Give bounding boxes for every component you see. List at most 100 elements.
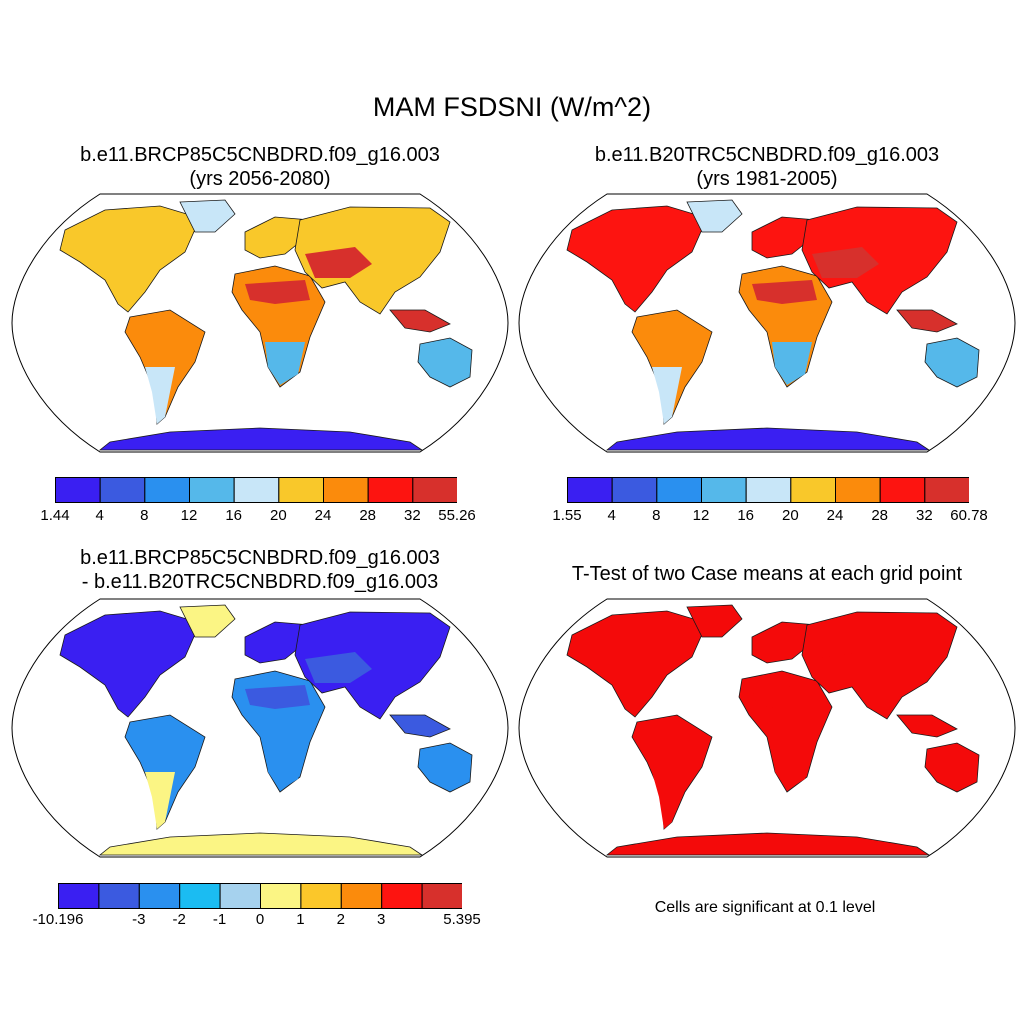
colorbar-swatch-2 bbox=[98, 883, 140, 909]
southern-africa-region bbox=[265, 342, 305, 385]
landmass-antarctica bbox=[98, 427, 424, 451]
map-panel-4 bbox=[518, 598, 1016, 858]
panel-3-title: b.e11.BRCP85C5CNBDRD.f09_g16.003 - b.e11… bbox=[20, 546, 500, 594]
landmass-australia bbox=[417, 742, 473, 793]
colorbar-tick-label: -1 bbox=[212, 911, 227, 928]
colorbar-tick-label: -2 bbox=[172, 911, 186, 928]
colorbar-swatch-7 bbox=[300, 883, 342, 909]
panel-1-title: b.e11.BRCP85C5CNBDRD.f09_g16.003 (yrs 20… bbox=[20, 143, 500, 191]
colorbar-swatch-1 bbox=[58, 883, 100, 909]
landmass-greenland bbox=[179, 604, 236, 638]
colorbar-tick-label: 2 bbox=[336, 911, 345, 928]
landmass-europe bbox=[751, 621, 818, 664]
high-value-region-1 bbox=[752, 685, 817, 709]
colorbar-swatch-5 bbox=[219, 883, 262, 909]
high-value-region-2 bbox=[305, 247, 372, 278]
colorbar-swatch-9 bbox=[412, 477, 457, 503]
landmass-europe bbox=[244, 621, 311, 664]
colorbar-swatch-9 bbox=[924, 477, 969, 503]
panel-2-title-line2: (yrs 1981-2005) bbox=[696, 168, 838, 190]
colorbar-tick-label: 28 bbox=[359, 507, 376, 524]
high-value-region-2 bbox=[305, 652, 372, 683]
colorbar-tick-label: 5.395 bbox=[443, 911, 481, 928]
colorbar-tick-label: 16 bbox=[737, 507, 754, 524]
colorbar-tick-label: -3 bbox=[132, 911, 146, 928]
colorbar-tick-label: 4 bbox=[95, 507, 104, 524]
colorbar-swatch-8 bbox=[340, 883, 383, 909]
map-panel-1 bbox=[11, 193, 509, 453]
colorbar-tick-label: 20 bbox=[269, 507, 287, 524]
colorbar-tick-label: 28 bbox=[871, 507, 888, 524]
colorbar-swatch-5 bbox=[745, 477, 792, 503]
panel-1-title-line1: b.e11.BRCP85C5CNBDRD.f09_g16.003 bbox=[80, 144, 440, 166]
high-value-region-2 bbox=[812, 652, 879, 683]
colorbar-tick-label: 60.78 bbox=[950, 507, 988, 524]
colorbar-tick-label: 55.26 bbox=[438, 507, 476, 524]
landmass-antarctica bbox=[605, 832, 931, 856]
colorbar-swatch-3 bbox=[144, 477, 191, 503]
colorbar-tick-label: 1.44 bbox=[40, 507, 70, 524]
colorbar-swatch-3 bbox=[656, 477, 703, 503]
map-outline bbox=[11, 193, 509, 453]
colorbar-swatch-1 bbox=[55, 477, 101, 503]
colorbar-swatch-5 bbox=[233, 477, 280, 503]
landmass-namerica bbox=[566, 205, 708, 313]
landmass-antarctica bbox=[605, 427, 931, 451]
landmass-asia bbox=[801, 611, 958, 720]
panel-2-title-line1: b.e11.B20TRC5CNBDRD.f09_g16.003 bbox=[594, 144, 940, 166]
southern-south-america-region bbox=[145, 772, 175, 829]
colorbar-tick-label: 24 bbox=[826, 507, 844, 524]
colorbar-labels-panel-2: 1.55 4 8 12 16 20 24 28 32 60.78 bbox=[552, 507, 987, 527]
colorbar-tick-label: 12 bbox=[180, 507, 198, 524]
colorbar-tick-label: 8 bbox=[140, 507, 149, 524]
southern-africa-region bbox=[772, 342, 812, 385]
colorbar-swatch-4 bbox=[179, 883, 221, 909]
map-outline bbox=[518, 193, 1016, 453]
landmass-europe bbox=[751, 216, 818, 259]
colorbar-tick-label: 3 bbox=[377, 911, 386, 928]
colorbar-swatch-9 bbox=[381, 883, 423, 909]
colorbar-swatch-3 bbox=[138, 883, 181, 909]
landmass-greenland bbox=[686, 604, 743, 638]
colorbar-tick-label: 1.55 bbox=[552, 507, 582, 524]
colorbar-swatch-10 bbox=[421, 883, 462, 909]
colorbar-swatch-2 bbox=[99, 477, 146, 503]
colorbar-labels-panel-1: 1.44 4 8 12 16 20 24 28 32 55.26 bbox=[40, 507, 475, 527]
southern-south-america-region bbox=[145, 367, 175, 424]
colorbar-panel-1 bbox=[55, 477, 457, 503]
colorbar-swatch-6 bbox=[260, 883, 302, 909]
high-value-region-1 bbox=[245, 280, 310, 304]
high-value-region-1 bbox=[245, 685, 310, 709]
southern-africa-region bbox=[265, 747, 305, 790]
colorbar-labels-panel-3: -10.196 -3 -2 -1 0 1 2 3 5.395 bbox=[33, 911, 481, 931]
landmass-antarctica bbox=[98, 832, 424, 856]
landmass-asia bbox=[294, 611, 451, 720]
landmass-indonesia bbox=[389, 714, 451, 738]
landmass-indonesia bbox=[389, 309, 451, 333]
landmass-namerica bbox=[566, 610, 708, 718]
colorbar-swatch-6 bbox=[278, 477, 324, 503]
landmass-australia bbox=[924, 337, 980, 388]
figure-title: MAM FSDSNI (W/m^2) bbox=[372, 92, 652, 122]
colorbar-swatch-2 bbox=[611, 477, 658, 503]
colorbar-tick-label: 20 bbox=[781, 507, 799, 524]
landmass-asia bbox=[294, 206, 451, 315]
colorbar-tick-label: 4 bbox=[607, 507, 616, 524]
colorbar-tick-label: 24 bbox=[314, 507, 332, 524]
southern-africa-region bbox=[772, 747, 812, 790]
map-outline bbox=[518, 598, 1016, 858]
colorbar-swatch-8 bbox=[879, 477, 926, 503]
colorbar-swatch-6 bbox=[790, 477, 836, 503]
landmass-greenland bbox=[179, 199, 236, 233]
panel-4-title: T-Test of two Case means at each grid po… bbox=[520, 562, 1014, 586]
landmass-asia bbox=[801, 206, 958, 315]
colorbar-tick-label: 12 bbox=[692, 507, 710, 524]
panel-1-title-line2: (yrs 2056-2080) bbox=[189, 168, 331, 190]
colorbar-tick-label: -10.196 bbox=[32, 911, 84, 928]
colorbar-tick-label: 16 bbox=[225, 507, 242, 524]
high-value-region-2 bbox=[812, 247, 879, 278]
southern-south-america-region bbox=[652, 772, 682, 829]
map-panel-2 bbox=[518, 193, 1016, 453]
colorbar-panel-2 bbox=[567, 477, 969, 503]
landmass-namerica bbox=[59, 205, 201, 313]
